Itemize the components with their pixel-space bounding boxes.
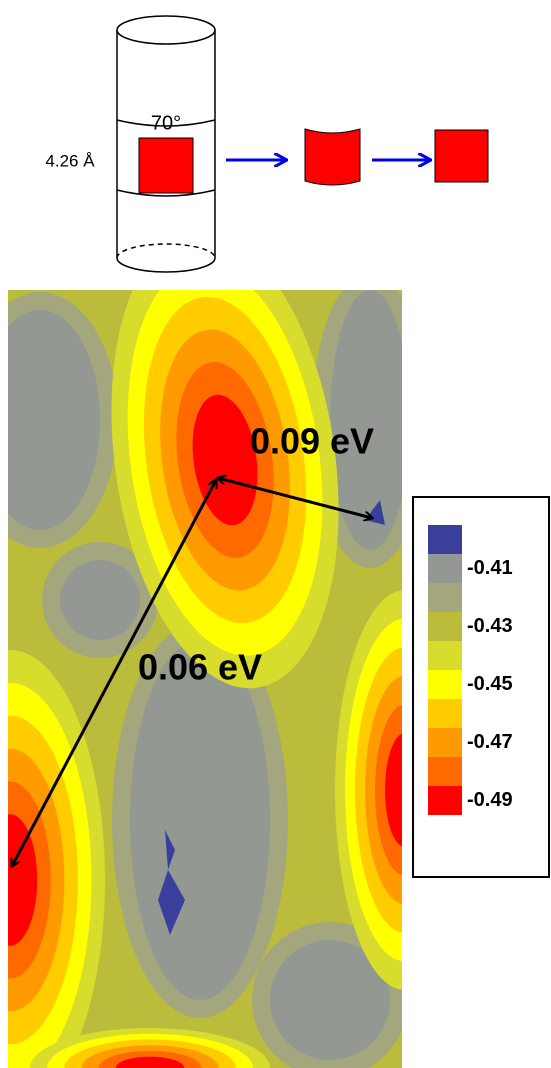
thickness-label: 4.26 Å	[45, 151, 95, 170]
colorbar-label: -0.49	[467, 789, 513, 811]
colorbar-label: -0.43	[467, 615, 513, 637]
contour-fill	[385, 733, 402, 847]
contour-fill	[60, 560, 140, 640]
annotation: 0.09 eV	[250, 421, 374, 462]
colorbar-swatch	[428, 757, 462, 786]
angle-label: 70°	[151, 112, 181, 134]
colorbar-swatch	[428, 728, 462, 757]
colorbar-label: -0.45	[467, 673, 513, 695]
contour-fill	[115, 1056, 185, 1068]
contour-fill	[8, 310, 100, 530]
colorbar-label: -0.41	[467, 557, 513, 579]
colorbar-swatch	[428, 786, 462, 815]
curved-segment	[304, 128, 361, 186]
contour-map	[8, 290, 402, 1068]
flat-segment	[434, 129, 489, 183]
colorbar-swatch	[428, 554, 462, 583]
colorbar-swatch	[428, 612, 462, 641]
colorbar-swatch	[428, 583, 462, 612]
cylinder-segment	[138, 137, 194, 194]
contour-fill	[158, 830, 185, 935]
colorbar: -0.41 -0.43 -0.45 -0.47 -0.49	[428, 525, 513, 815]
cylinder	[116, 15, 216, 273]
contour-fill	[270, 940, 390, 1060]
colorbar-swatch	[428, 641, 462, 670]
annotation: 0.06 eV	[138, 647, 262, 688]
contour-fill	[130, 640, 270, 1000]
colorbar-swatch	[428, 699, 462, 728]
arrow	[12, 480, 216, 866]
colorbar-label: -0.47	[467, 731, 513, 753]
colorbar-swatch	[428, 670, 462, 699]
arrow	[218, 478, 372, 518]
colorbar-swatch	[428, 525, 462, 554]
